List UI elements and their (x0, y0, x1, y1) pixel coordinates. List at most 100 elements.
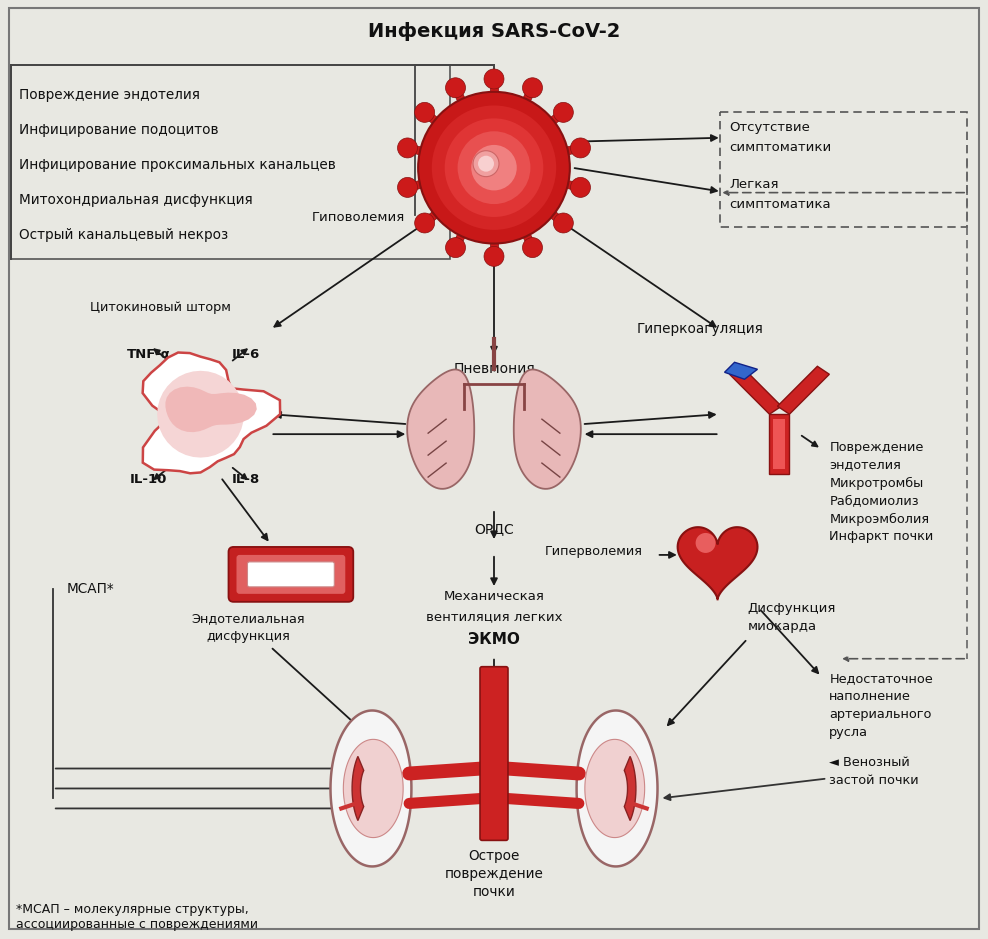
Text: Митохондриальная дисфункция: Митохондриальная дисфункция (19, 192, 253, 207)
Text: Эндотелиальная: Эндотелиальная (192, 612, 305, 625)
Text: Острый канальцевый некроз: Острый канальцевый некроз (19, 227, 228, 241)
Text: симптоматики: симптоматики (729, 141, 832, 154)
Text: Пневмония: Пневмония (453, 362, 535, 377)
Text: Рабдомиолиз: Рабдомиолиз (829, 495, 919, 507)
Text: Острое: Острое (468, 850, 520, 863)
Text: застой почки: застой почки (829, 774, 919, 787)
Circle shape (415, 213, 435, 233)
Circle shape (570, 138, 591, 158)
Polygon shape (142, 352, 281, 473)
Text: Гиперкоагуляция: Гиперкоагуляция (636, 322, 763, 336)
Polygon shape (770, 414, 789, 474)
Circle shape (484, 246, 504, 267)
Text: почки: почки (472, 885, 516, 900)
FancyBboxPatch shape (11, 65, 451, 259)
Text: миокарда: миокарда (748, 621, 817, 633)
Polygon shape (678, 527, 758, 599)
Text: симптоматика: симптоматика (729, 198, 831, 211)
Circle shape (484, 69, 504, 89)
Text: русла: русла (829, 726, 868, 739)
Polygon shape (352, 757, 364, 821)
Circle shape (457, 131, 531, 204)
Polygon shape (407, 144, 430, 157)
Text: Дисфункция: Дисфункция (748, 602, 836, 615)
FancyBboxPatch shape (236, 555, 345, 593)
Polygon shape (490, 79, 498, 100)
Text: Инфекция SARS-CoV-2: Инфекция SARS-CoV-2 (368, 22, 620, 41)
Circle shape (570, 177, 591, 197)
Circle shape (446, 238, 465, 257)
Polygon shape (422, 109, 445, 130)
Text: вентиляция легких: вентиляция легких (426, 610, 562, 623)
Polygon shape (422, 207, 445, 226)
Circle shape (473, 150, 499, 177)
Text: Инфаркт почки: Инфаркт почки (829, 531, 934, 544)
Circle shape (415, 102, 435, 122)
Text: IL-10: IL-10 (130, 472, 167, 485)
Text: Легкая: Легкая (729, 178, 780, 192)
Circle shape (523, 78, 542, 98)
Polygon shape (514, 369, 581, 489)
Polygon shape (165, 387, 257, 432)
Polygon shape (585, 739, 644, 838)
Text: Гиповолемия: Гиповолемия (311, 211, 405, 224)
Polygon shape (490, 235, 498, 256)
Text: TNF-α: TNF-α (126, 347, 171, 361)
Text: артериального: артериального (829, 708, 932, 721)
Polygon shape (558, 178, 581, 192)
Text: Гиперволемия: Гиперволемия (545, 546, 643, 559)
Circle shape (553, 102, 573, 122)
Polygon shape (624, 757, 636, 821)
Text: ◄ Венозный: ◄ Венозный (829, 756, 910, 769)
Polygon shape (774, 419, 785, 470)
Text: наполнение: наполнение (829, 690, 911, 703)
Text: ЭКМО: ЭКМО (468, 632, 520, 647)
Text: IL-6: IL-6 (231, 347, 260, 361)
Polygon shape (543, 207, 566, 226)
FancyBboxPatch shape (9, 8, 979, 930)
Text: Микротромбы: Микротромбы (829, 476, 924, 489)
Circle shape (553, 213, 573, 233)
Text: эндотелия: эндотелия (829, 458, 901, 471)
Circle shape (446, 78, 465, 98)
Text: Отсутствие: Отсутствие (729, 121, 810, 134)
Circle shape (696, 533, 715, 553)
FancyBboxPatch shape (247, 562, 334, 587)
Text: Недостаточное: Недостаточное (829, 672, 933, 685)
Circle shape (418, 92, 570, 243)
Polygon shape (729, 366, 782, 414)
Polygon shape (558, 144, 581, 157)
Text: дисфункция: дисфункция (206, 630, 290, 643)
Text: Повреждение эндотелия: Повреждение эндотелия (19, 88, 200, 101)
Polygon shape (543, 109, 566, 130)
Circle shape (523, 238, 542, 257)
Text: МСАП*: МСАП* (67, 582, 115, 596)
Polygon shape (157, 371, 244, 457)
Circle shape (432, 105, 556, 230)
Polygon shape (344, 739, 403, 838)
Text: Повреждение: Повреждение (829, 440, 924, 454)
Text: повреждение: повреждение (445, 868, 543, 882)
Polygon shape (724, 362, 758, 379)
FancyBboxPatch shape (480, 667, 508, 840)
Polygon shape (452, 226, 468, 250)
Circle shape (478, 156, 494, 172)
Polygon shape (331, 711, 411, 867)
Circle shape (445, 118, 543, 217)
Text: Инфицирование проксимальных канальцев: Инфицирование проксимальных канальцев (19, 158, 336, 172)
Polygon shape (520, 86, 536, 109)
Polygon shape (778, 366, 829, 414)
Text: IL-8: IL-8 (231, 472, 260, 485)
Text: Цитокиновый шторм: Цитокиновый шторм (90, 300, 231, 314)
Circle shape (471, 145, 517, 191)
Circle shape (397, 177, 418, 197)
Polygon shape (452, 86, 468, 109)
Text: ОРДС: ОРДС (474, 522, 514, 536)
Polygon shape (577, 711, 657, 867)
FancyBboxPatch shape (228, 546, 354, 602)
Polygon shape (520, 226, 536, 250)
Polygon shape (407, 178, 430, 192)
Text: Микроэмболия: Микроэмболия (829, 513, 930, 526)
Circle shape (397, 138, 418, 158)
Text: Механическая: Механическая (444, 591, 544, 604)
